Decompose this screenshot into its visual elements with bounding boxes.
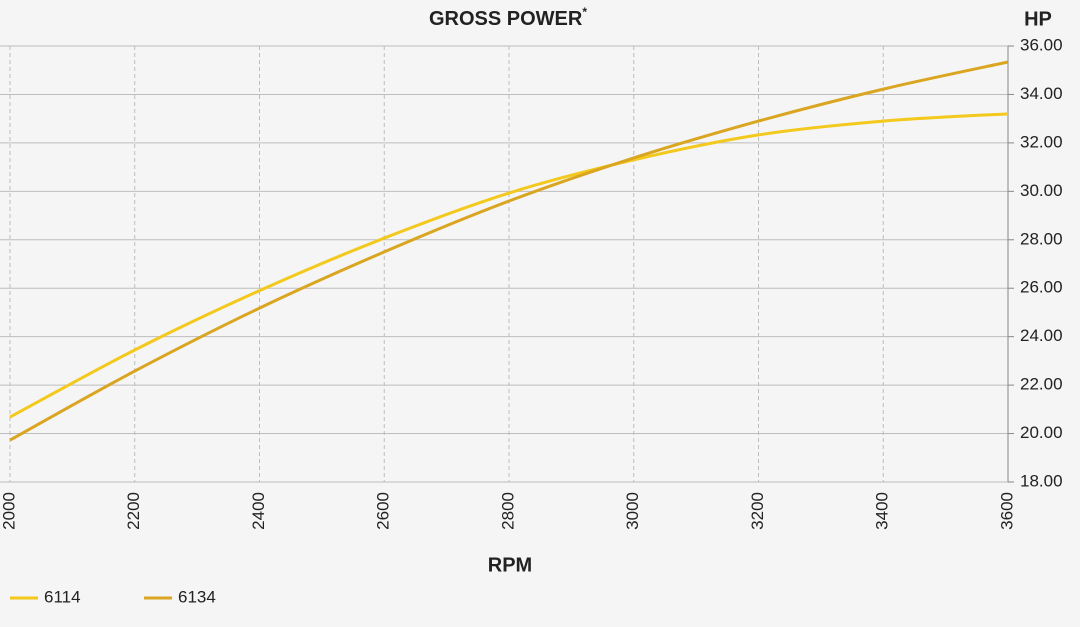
y-tick-label: 28.00 [1020, 229, 1063, 248]
y-axis-label: HP [1024, 8, 1052, 30]
x-axis-label: RPM [488, 554, 532, 576]
y-tick-label: 34.00 [1020, 84, 1063, 103]
y-tick-label: 24.00 [1020, 326, 1063, 345]
x-tick-label: 2400 [249, 492, 268, 530]
x-tick-label: 3200 [748, 492, 767, 530]
y-tick-label: 26.00 [1020, 278, 1063, 297]
x-tick-label: 2800 [498, 492, 517, 530]
x-tick-label: 2200 [124, 492, 143, 530]
x-tick-label: 2000 [0, 492, 18, 530]
y-tick-label: 32.00 [1020, 132, 1063, 151]
legend-label: 6134 [178, 587, 216, 606]
series-line [9, 60, 1009, 442]
chart-title: GROSS POWER* [429, 5, 587, 30]
x-tick-label: 3000 [623, 492, 642, 530]
series-line [9, 112, 1009, 419]
y-tick-label: 18.00 [1020, 471, 1063, 490]
y-tick-label: 30.00 [1020, 181, 1063, 200]
legend-label: 6114 [44, 587, 81, 606]
title-text: GROSS POWER [429, 8, 583, 30]
x-tick-label: 2600 [374, 492, 393, 530]
y-tick-label: 22.00 [1020, 375, 1063, 394]
title-note: * [582, 5, 587, 19]
x-tick-label: 3600 [997, 492, 1016, 530]
x-tick-label: 3400 [873, 492, 892, 530]
y-tick-label: 36.00 [1020, 35, 1063, 54]
y-tick-label: 20.00 [1020, 423, 1063, 442]
